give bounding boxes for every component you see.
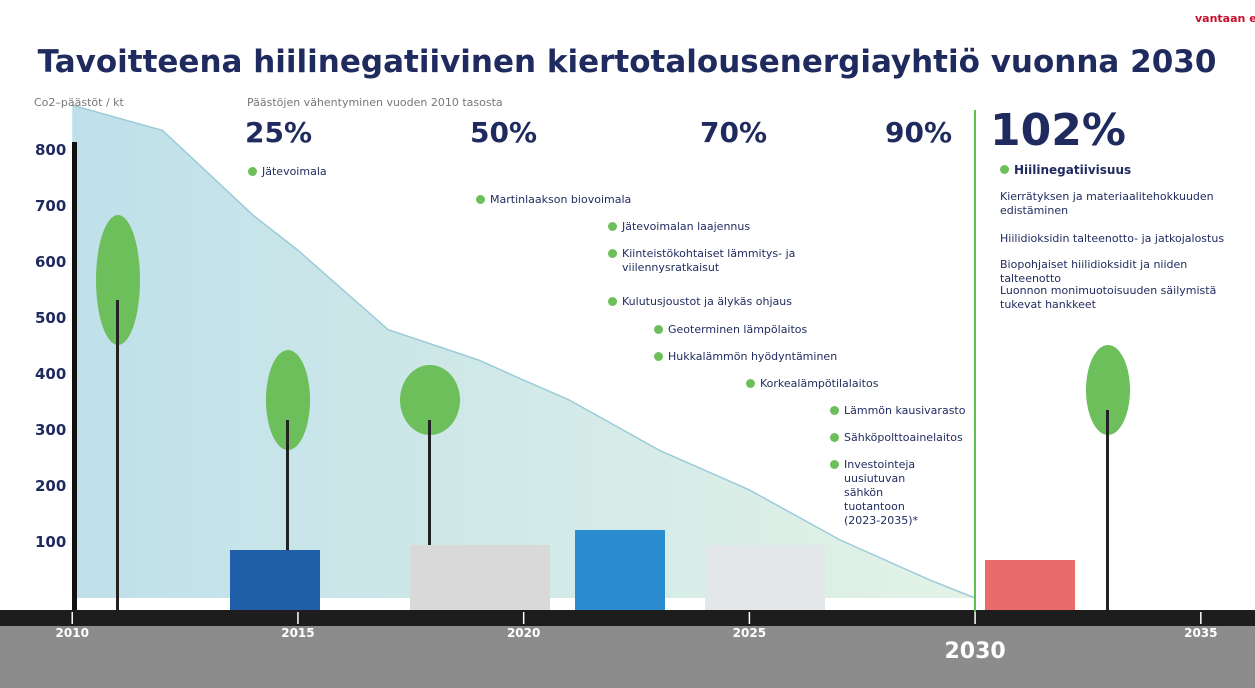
milestone: Jätevoimala — [262, 165, 462, 179]
reduction-level: 25% — [245, 116, 312, 149]
x-tick-label: 2025 — [733, 626, 766, 640]
negative-carbon-item: Biopohjaiset hiilidioksidit ja niiden ta… — [1000, 258, 1245, 286]
y-tick-label: 0 — [35, 589, 45, 607]
reduction-level: 90% — [885, 116, 952, 149]
y-axis-label: Co2–päästöt / kt — [34, 96, 125, 109]
milestone: Investointeja uusiutuvan sähkön tuotanto… — [844, 458, 944, 528]
x-tick-label: 2015 — [281, 626, 314, 640]
x-tick-label: 2030 — [944, 639, 1005, 664]
logo: vantaan energia — [1195, 12, 1255, 25]
y-tick-label: 200 — [35, 477, 66, 495]
infographic: vantaan energia Tavoitteena hiilinegatii… — [0, 0, 1255, 688]
milestone: Kiinteistökohtaiset lämmitys- ja viilenn… — [622, 247, 812, 275]
y-tick-label: 500 — [35, 309, 66, 327]
y-tick-label: 100 — [35, 533, 66, 551]
negative-carbon-item: Hiilidioksidin talteenotto- ja jatkojalo… — [1000, 232, 1245, 246]
y-tick-label: 400 — [35, 365, 66, 383]
y-tick-label: 700 — [35, 197, 66, 215]
milestone: Lämmön kausivarasto — [844, 404, 994, 418]
start-bar — [72, 142, 77, 610]
y-tick-label: 800 — [35, 141, 66, 159]
negative-carbon-item: Kierrätyksen ja materiaalitehokkuuden ed… — [1000, 190, 1245, 218]
milestone: Hukkalämmön hyödyntäminen — [668, 350, 868, 364]
x-tick-label: 2020 — [507, 626, 540, 640]
milestone: Geoterminen lämpölaitos — [668, 323, 868, 337]
x-tick-label: 2010 — [56, 626, 89, 640]
milestone: Martinlaakson biovoimala — [490, 193, 690, 207]
y-tick-label: 600 — [35, 253, 66, 271]
negative-carbon-item: Luonnon monimuotoisuuden säilymistä tuke… — [1000, 284, 1245, 312]
chart-subtitle: Päästöjen vähentyminen vuoden 2010 tasos… — [247, 96, 503, 109]
milestone: Jätevoimalan laajennus — [622, 220, 812, 234]
x-tick-label: 2035 — [1184, 626, 1217, 640]
soil — [0, 626, 1255, 688]
reduction-level: 50% — [470, 116, 537, 149]
co2-label: CO₂ — [1166, 557, 1188, 571]
milestone: Kulutusjoustot ja älykäs ohjaus — [622, 295, 822, 309]
milestone: Korkealämpötilalaitos — [760, 377, 960, 391]
chart: vantaan energia Tavoitteena hiilinegatii… — [0, 0, 1255, 688]
reduction-level: 102% — [990, 105, 1126, 156]
milestone: Sähköpolttoainelaitos — [844, 431, 994, 445]
y-tick-label: 300 — [35, 421, 66, 439]
negative-carbon-heading: Hiilinegatiivisuus — [1014, 163, 1214, 177]
chart-title: Tavoitteena hiilinegatiivinen kiertotalo… — [38, 44, 1217, 80]
ground — [0, 610, 1255, 626]
reduction-level: 70% — [700, 116, 767, 149]
